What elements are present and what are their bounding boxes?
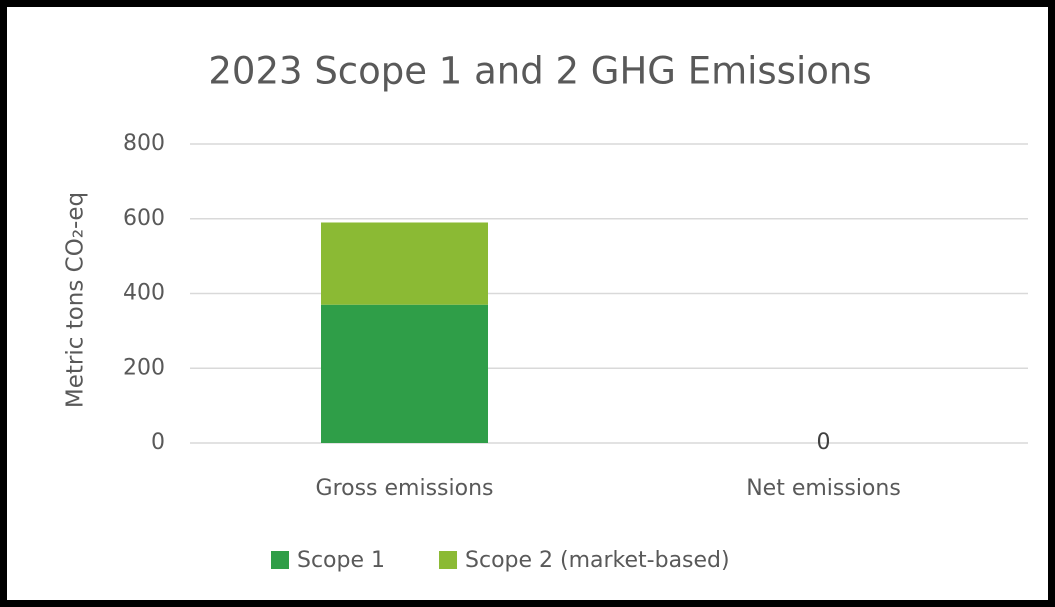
y-tick-label: 800 <box>123 131 165 156</box>
legend-swatch <box>439 551 458 569</box>
bar-segment <box>321 304 488 443</box>
data-label: 0 <box>817 430 831 455</box>
x-tick-label: Gross emissions <box>316 476 494 501</box>
chart-title: 2023 Scope 1 and 2 GHG Emissions <box>208 50 871 93</box>
legend-swatch <box>271 551 289 569</box>
y-tick-label: 400 <box>123 281 165 306</box>
y-axis-label: Metric tons CO₂-eq <box>63 192 89 408</box>
legend-label: Scope 1 <box>297 548 385 573</box>
y-tick-label: 600 <box>123 206 165 231</box>
bar-segment <box>321 222 488 305</box>
legend-label: Scope 2 (market-based) <box>465 548 730 573</box>
x-tick-label: Net emissions <box>746 476 901 501</box>
y-tick-label: 0 <box>151 430 165 455</box>
y-tick-label: 200 <box>123 355 165 380</box>
